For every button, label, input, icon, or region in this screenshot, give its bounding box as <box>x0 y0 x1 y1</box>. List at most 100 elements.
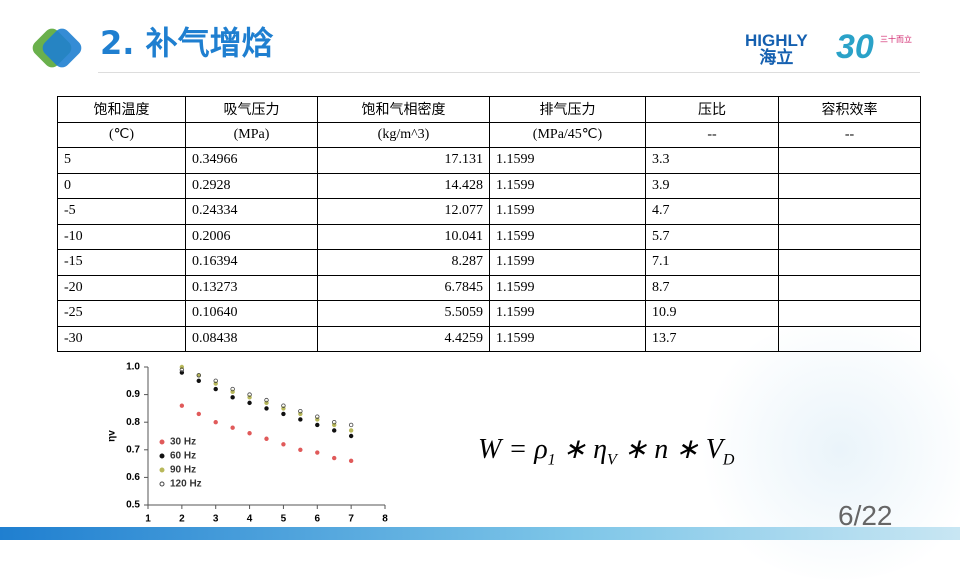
data-row: -15 0.16394 8.287 1.1599 7.1 <box>57 249 921 276</box>
anniversary-logo: 30 <box>836 28 874 66</box>
table-cell: 吸气压力 <box>185 96 318 123</box>
table-cell: 0.2006 <box>185 223 318 250</box>
table-cell: -30 <box>57 325 186 352</box>
table-cell: -20 <box>57 274 186 301</box>
point <box>247 392 252 397</box>
formula-part: ∗ n ∗ V <box>616 434 723 465</box>
legend-label: 90 Hz <box>170 465 196 476</box>
table-cell: 容积效率 <box>778 96 921 123</box>
logo-sub: 海立 <box>759 48 794 67</box>
table-cell <box>778 300 921 327</box>
table-cell: 0.16394 <box>185 249 318 276</box>
x-tick-label: 5 <box>281 514 287 525</box>
table-cell: -15 <box>57 249 186 276</box>
data-row: -25 0.10640 5.5059 1.1599 10.9 <box>57 300 921 327</box>
point <box>264 436 269 441</box>
table-cell: 5.5059 <box>317 300 490 327</box>
formula-part: ∗ η <box>555 434 608 465</box>
point <box>247 431 252 436</box>
table-cell <box>778 223 921 250</box>
table-cell: 排气压力 <box>489 96 646 123</box>
point <box>213 420 218 425</box>
table-cell: 5.7 <box>645 223 779 250</box>
point <box>332 420 337 425</box>
y-tick-label: 0.9 <box>126 389 140 400</box>
formula-part: 1 <box>547 451 556 469</box>
point <box>298 417 303 422</box>
data-row: -10 0.2006 10.041 1.1599 5.7 <box>57 223 921 250</box>
table-cell: 0.08438 <box>185 325 318 352</box>
table-cell: 1.1599 <box>489 249 646 276</box>
table-cell: 1.1599 <box>489 325 646 352</box>
data-row: -5 0.24334 12.077 1.1599 4.7 <box>57 198 921 225</box>
table-cell: 10.9 <box>645 300 779 327</box>
data-table: 饱和温度 吸气压力 饱和气相密度 排气压力 压比 容积效率 (℃) (MPa) (kg/m^3)… <box>57 96 921 352</box>
table-cell: 0.34966 <box>185 147 318 174</box>
data-row: -30 0.08438 4.4259 1.1599 13.7 <box>57 325 921 352</box>
legend-marker <box>159 439 165 445</box>
data-row: -20 0.13273 6.7845 1.1599 8.7 <box>57 274 921 301</box>
table-cell: 饱和气相密度 <box>317 96 490 123</box>
page-number: 6/22 <box>838 500 893 531</box>
point <box>213 386 218 392</box>
table-cell: -- <box>778 121 921 148</box>
anniversary-text: 三十而立 <box>880 35 912 44</box>
point <box>213 378 218 383</box>
point <box>298 447 303 452</box>
x-tick-label: 1 <box>145 514 151 525</box>
table-cell: -- <box>645 121 779 148</box>
formula: W = ρ1 ∗ ηV ∗ n ∗ VD <box>478 432 734 470</box>
table-cell: 1.1599 <box>489 223 646 250</box>
point <box>348 428 354 433</box>
table-cell: 1.1599 <box>489 300 646 327</box>
x-tick-label: 6 <box>315 514 321 525</box>
y-tick-label: 0.5 <box>126 500 140 511</box>
y-tick-label: 0.7 <box>126 444 140 455</box>
units-row: (℃) (MPa) (kg/m^3) (MPa/45℃) -- -- <box>57 121 921 148</box>
table-cell: -10 <box>57 223 186 250</box>
point <box>348 433 354 439</box>
table-cell: 4.4259 <box>317 325 490 352</box>
point <box>348 458 354 464</box>
slide: 2. 补气增焓 HIGHLY 海立 30 三十而立 饱和温度 吸气压力 饱和气相密度排… <box>0 24 960 580</box>
table-cell: 0.10640 <box>185 300 318 327</box>
table-cell: 3.3 <box>645 147 779 174</box>
table-cell: 13.7 <box>645 325 779 352</box>
header-row: 饱和温度 吸气压力 饱和气相密度 排气压力 压比 容积效率 <box>57 96 921 123</box>
legend-marker <box>159 453 165 459</box>
footer-bar <box>0 527 960 540</box>
table-cell: 6.7845 <box>317 274 490 301</box>
formula-part: W = ρ <box>478 434 548 465</box>
table-cell <box>778 172 921 199</box>
table-cell: 1.1599 <box>489 198 646 225</box>
point <box>179 403 185 408</box>
table-cell: 14.428 <box>317 172 490 199</box>
table-cell: 8.7 <box>645 274 779 301</box>
table-cell <box>778 325 921 352</box>
point <box>281 403 286 408</box>
point <box>315 414 320 419</box>
formula-part: D <box>722 451 735 469</box>
legend-marker <box>159 467 165 473</box>
point <box>281 411 286 417</box>
point <box>196 411 201 417</box>
table-cell: 1.1599 <box>489 274 646 301</box>
table-cell: -25 <box>57 300 186 327</box>
x-tick-label: 3 <box>213 514 219 525</box>
data-row: 5 0.34966 17.131 1.1599 3.3 <box>57 147 921 174</box>
legend-label: 30 Hz <box>170 437 196 448</box>
point <box>332 455 337 461</box>
point <box>298 408 303 414</box>
point <box>315 450 320 455</box>
formula-part: V <box>607 451 617 469</box>
table-cell: 0.24334 <box>185 198 318 225</box>
y-tick-label: 1.0 <box>126 362 140 373</box>
table-cell: 饱和温度 <box>57 96 186 123</box>
title-rule <box>98 72 920 73</box>
table-cell: 3.9 <box>645 172 779 199</box>
point <box>196 378 201 383</box>
table-cell: 压比 <box>645 96 779 123</box>
table-cell <box>778 198 921 225</box>
title: 2. 补气增焓 <box>100 24 274 62</box>
